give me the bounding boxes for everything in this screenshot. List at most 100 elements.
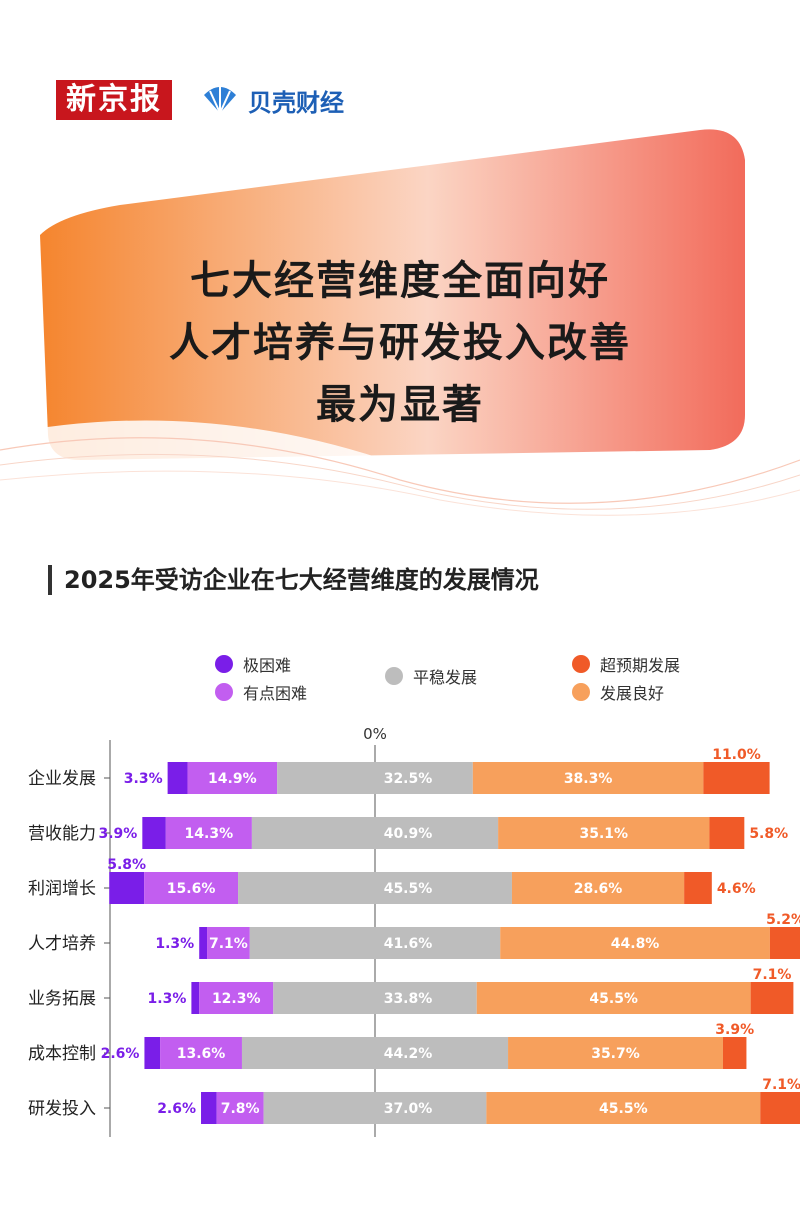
bar-good xyxy=(498,817,710,849)
category-label: 业务拓展 xyxy=(28,989,96,1009)
legend-good: 发展良好 xyxy=(572,680,664,704)
label-beyond: 4.6% xyxy=(717,881,756,897)
bar-beyond xyxy=(709,817,745,849)
label-very-difficult: 2.6% xyxy=(101,1046,140,1062)
legend-beyond: 超预期发展 xyxy=(572,652,680,676)
bar-very-difficult xyxy=(167,762,188,794)
bar-stable xyxy=(273,982,477,1014)
diverging-bar-chart: 0% 企业发展 32.5% 38.3% 14.9% 3.3% 11.0% 营收能力 40.9% 3… xyxy=(28,725,800,1137)
bar-beyond xyxy=(769,927,800,959)
label-beyond: 11.0% xyxy=(712,747,761,763)
bar-very-difficult xyxy=(109,872,145,904)
page-title: 七大经营维度全面向好 人才培养与研发投入改善 最为显著 xyxy=(0,250,800,436)
bar-stable xyxy=(238,872,512,904)
legend-swatch xyxy=(385,667,403,685)
label-stable: 37.0% xyxy=(384,1101,433,1117)
zero-label: 0% xyxy=(363,725,387,743)
bar-very-difficult xyxy=(191,982,200,1014)
label-somewhat-difficult: 13.6% xyxy=(177,1046,226,1062)
label-good: 35.7% xyxy=(591,1046,640,1062)
label-very-difficult: 2.6% xyxy=(157,1101,196,1117)
logo-xinjingbao: 新京报 xyxy=(56,80,172,120)
logo-row: 新京报 贝壳财经 xyxy=(56,80,344,120)
label-somewhat-difficult: 14.9% xyxy=(208,771,257,787)
legend-swatch xyxy=(215,683,233,701)
bar-somewhat-difficult xyxy=(144,872,239,904)
label-stable: 41.6% xyxy=(384,936,433,952)
shell-icon xyxy=(204,87,236,114)
title-line-2: 人才培养与研发投入改善 xyxy=(169,320,631,366)
bar-beyond xyxy=(722,1037,747,1069)
bar-stable xyxy=(249,927,501,959)
label-stable: 40.9% xyxy=(384,826,433,842)
legend-somewhat-difficult: 有点困难 xyxy=(215,680,307,704)
label-beyond: 7.1% xyxy=(753,967,792,983)
legend-swatch xyxy=(572,683,590,701)
label-very-difficult: 3.9% xyxy=(98,826,137,842)
legend: 极困难 有点困难 平稳发展 超预期发展 发展良好 xyxy=(0,650,800,710)
bar-somewhat-difficult xyxy=(207,927,250,959)
bar-good xyxy=(476,982,751,1014)
bar-beyond xyxy=(750,982,794,1014)
title-line-3: 最为显著 xyxy=(316,382,484,428)
label-good: 45.5% xyxy=(589,991,638,1007)
label-good: 28.6% xyxy=(574,881,623,897)
category-label: 研发投入 xyxy=(28,1099,96,1119)
bar-good xyxy=(486,1092,761,1124)
label-beyond: 3.9% xyxy=(715,1022,754,1038)
bar-good xyxy=(511,872,685,904)
bar-very-difficult xyxy=(199,927,208,959)
bar-beyond xyxy=(684,872,712,904)
label-good: 45.5% xyxy=(599,1101,648,1117)
label-somewhat-difficult: 15.6% xyxy=(167,881,216,897)
label-beyond: 5.8% xyxy=(749,826,788,842)
label-somewhat-difficult: 14.3% xyxy=(185,826,234,842)
legend-swatch xyxy=(572,655,590,673)
label-stable: 44.2% xyxy=(384,1046,433,1062)
bar-somewhat-difficult xyxy=(165,817,252,849)
category-label: 企业发展 xyxy=(28,769,96,789)
label-somewhat-difficult: 7.1% xyxy=(209,936,248,952)
title-banner xyxy=(0,129,800,535)
label-stable: 33.8% xyxy=(384,991,433,1007)
bar-somewhat-difficult xyxy=(199,982,274,1014)
label-good: 35.1% xyxy=(579,826,628,842)
bar-somewhat-difficult xyxy=(160,1037,242,1069)
bar-stable xyxy=(241,1037,509,1069)
logo-beike-text: 贝壳财经 xyxy=(248,88,344,117)
bar-somewhat-difficult xyxy=(187,762,278,794)
category-label: 利润增长 xyxy=(28,879,96,899)
legend-stable: 平稳发展 xyxy=(385,664,477,688)
label-good: 38.3% xyxy=(564,771,613,787)
label-very-difficult: 1.3% xyxy=(155,936,194,952)
legend-label: 极困难 xyxy=(243,656,292,675)
bar-stable xyxy=(263,1092,487,1124)
category-label: 营收能力 xyxy=(28,824,96,844)
label-good: 44.8% xyxy=(611,936,660,952)
label-somewhat-difficult: 7.8% xyxy=(221,1101,260,1117)
legend-label: 发展良好 xyxy=(600,684,665,703)
title-line-1: 七大经营维度全面向好 xyxy=(190,258,610,304)
label-very-difficult: 5.8% xyxy=(107,857,146,873)
bar-very-difficult xyxy=(142,817,166,849)
label-beyond: 5.2% xyxy=(766,912,800,928)
legend-label: 超预期发展 xyxy=(600,656,681,675)
bar-stable xyxy=(277,762,473,794)
legend-label: 有点困难 xyxy=(243,684,308,703)
legend-very-difficult: 极困难 xyxy=(215,652,291,676)
bar-very-difficult xyxy=(144,1037,161,1069)
bar-good xyxy=(508,1037,723,1069)
label-somewhat-difficult: 12.3% xyxy=(212,991,261,1007)
chart-title: 2025年受访企业在七大经营维度的发展情况 xyxy=(48,565,539,595)
bar-very-difficult xyxy=(201,1092,217,1124)
label-very-difficult: 1.3% xyxy=(148,991,187,1007)
label-stable: 45.5% xyxy=(384,881,433,897)
logo-beike: 贝壳财经 xyxy=(200,83,344,118)
bar-good xyxy=(500,927,770,959)
bar-good xyxy=(472,762,704,794)
label-stable: 32.5% xyxy=(384,771,433,787)
category-label: 人才培养 xyxy=(28,934,96,954)
label-very-difficult: 3.3% xyxy=(124,771,163,787)
label-beyond: 7.1% xyxy=(762,1077,800,1093)
legend-swatch xyxy=(215,655,233,673)
